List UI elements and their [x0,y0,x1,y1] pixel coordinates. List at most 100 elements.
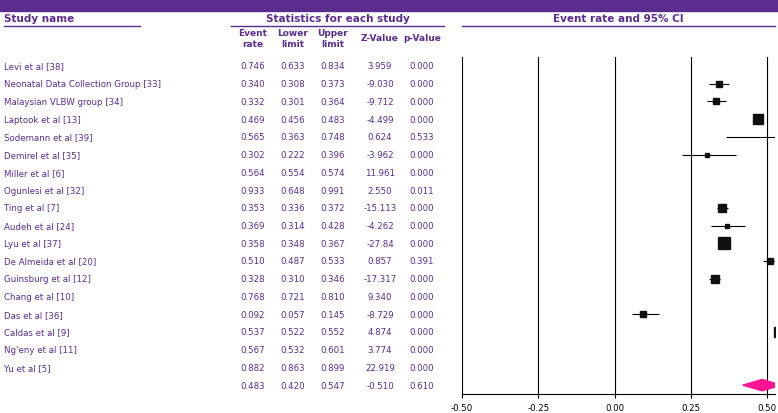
Text: Lower
limit: Lower limit [278,29,308,48]
Text: 0.353: 0.353 [240,204,265,213]
Text: 0.000: 0.000 [410,310,434,319]
Text: 0.533: 0.533 [410,133,434,142]
Text: 0.396: 0.396 [321,151,345,160]
Text: 0.000: 0.000 [410,169,434,177]
Text: 0.364: 0.364 [321,97,345,107]
Text: -17.317: -17.317 [363,275,397,283]
Text: Event
rate: Event rate [239,29,268,48]
Text: 0.372: 0.372 [321,204,345,213]
Text: Das et al [36]: Das et al [36] [4,310,63,319]
Text: Levi et al [38]: Levi et al [38] [4,62,64,71]
Text: 0.564: 0.564 [240,169,265,177]
Text: 0.000: 0.000 [410,97,434,107]
Text: 0.000: 0.000 [410,363,434,372]
Text: 0.310: 0.310 [281,275,305,283]
Text: Upper
limit: Upper limit [317,29,349,48]
Text: 0.000: 0.000 [410,80,434,89]
Text: 3.959: 3.959 [368,62,392,71]
Polygon shape [743,380,778,391]
Text: 11.961: 11.961 [365,169,395,177]
Text: 0.302: 0.302 [240,151,265,160]
Text: -4.499: -4.499 [366,115,394,124]
Text: 0.000: 0.000 [410,328,434,337]
Text: 0.483: 0.483 [321,115,345,124]
Text: Yu et al [5]: Yu et al [5] [4,363,51,372]
Text: 4.874: 4.874 [368,328,392,337]
Text: 2.550: 2.550 [368,186,392,195]
Text: Study name: Study name [4,14,74,24]
Text: 0.633: 0.633 [281,62,305,71]
Text: -15.113: -15.113 [363,204,397,213]
Text: 0.000: 0.000 [410,221,434,230]
Text: 0.648: 0.648 [281,186,305,195]
Text: 0.092: 0.092 [240,310,265,319]
Text: 0.610: 0.610 [410,381,434,390]
Text: 0.834: 0.834 [321,62,345,71]
Text: 0.301: 0.301 [281,97,305,107]
Text: 0.358: 0.358 [240,239,265,248]
Text: -9.030: -9.030 [366,80,394,89]
Text: Lyu et al [37]: Lyu et al [37] [4,239,61,248]
Text: 9.340: 9.340 [368,292,392,301]
Text: Chang et al [10]: Chang et al [10] [4,292,74,301]
Text: 0.420: 0.420 [281,381,305,390]
Text: 0.000: 0.000 [410,62,434,71]
Text: 0.348: 0.348 [281,239,305,248]
Text: 0.565: 0.565 [240,133,265,142]
Text: 0.863: 0.863 [281,363,305,372]
Text: 0.533: 0.533 [321,257,345,266]
Text: 0.000: 0.000 [410,204,434,213]
Text: 0.000: 0.000 [410,151,434,160]
Text: -0.510: -0.510 [366,381,394,390]
Text: 0.391: 0.391 [410,257,434,266]
Text: -27.84: -27.84 [366,239,394,248]
Text: Ting et al [7]: Ting et al [7] [4,204,59,213]
Text: Demirel et al [35]: Demirel et al [35] [4,151,80,160]
Text: 0.145: 0.145 [321,310,345,319]
Text: 0.857: 0.857 [368,257,392,266]
Text: Z-Value: Z-Value [361,34,399,43]
Text: 0.340: 0.340 [240,80,265,89]
Text: 0.222: 0.222 [281,151,305,160]
Text: 0.574: 0.574 [321,169,345,177]
Text: 0.933: 0.933 [240,186,265,195]
Text: 0.601: 0.601 [321,345,345,354]
Text: 0.000: 0.000 [410,275,434,283]
Text: 0.537: 0.537 [240,328,265,337]
Text: 0.000: 0.000 [410,292,434,301]
Text: Miller et al [6]: Miller et al [6] [4,169,65,177]
Text: 0.810: 0.810 [321,292,345,301]
Text: 0.000: 0.000 [410,115,434,124]
Text: 0.567: 0.567 [240,345,265,354]
Text: -3.962: -3.962 [366,151,394,160]
Text: Ng'eny et al [11]: Ng'eny et al [11] [4,345,77,354]
Bar [0,0,778,12]
Text: 0.000: 0.000 [410,239,434,248]
Text: 0.011: 0.011 [410,186,434,195]
Text: 0.624: 0.624 [368,133,392,142]
Text: Neonatal Data Collection Group [33]: Neonatal Data Collection Group [33] [4,80,161,89]
Text: Statistics for each study: Statistics for each study [265,14,409,24]
Text: 0.487: 0.487 [281,257,305,266]
Text: 0.428: 0.428 [321,221,345,230]
Text: -8.729: -8.729 [366,310,394,319]
Text: 0.552: 0.552 [321,328,345,337]
Text: 0.768: 0.768 [240,292,265,301]
Text: Laptook et al [13]: Laptook et al [13] [4,115,81,124]
Text: Audeh et al [24]: Audeh et al [24] [4,221,74,230]
Text: 0.456: 0.456 [281,115,305,124]
Text: 0.336: 0.336 [281,204,305,213]
Text: 0.547: 0.547 [321,381,345,390]
Text: 0.363: 0.363 [281,133,305,142]
Text: 3.774: 3.774 [368,345,392,354]
Text: 0.328: 0.328 [240,275,265,283]
Text: 0.554: 0.554 [281,169,305,177]
Text: 0.882: 0.882 [240,363,265,372]
Text: 0.332: 0.332 [240,97,265,107]
Text: 0.367: 0.367 [321,239,345,248]
Text: 0.721: 0.721 [281,292,305,301]
Text: Guinsburg et al [12]: Guinsburg et al [12] [4,275,91,283]
Text: 0.510: 0.510 [240,257,265,266]
Text: 0.469: 0.469 [240,115,265,124]
Text: 0.346: 0.346 [321,275,345,283]
